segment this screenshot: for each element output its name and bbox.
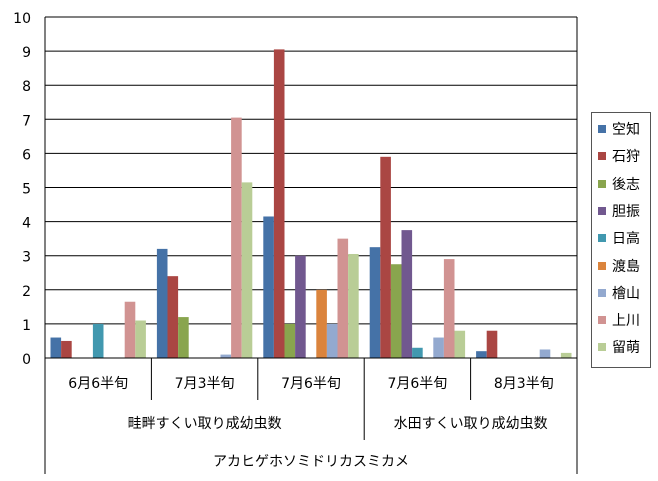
bars [50, 49, 572, 359]
bar [380, 156, 391, 358]
legend-swatch [598, 343, 606, 352]
bar [443, 259, 455, 358]
legend-item: 空知 [598, 119, 640, 139]
legend-swatch [598, 179, 606, 188]
legend-label: 留萌 [612, 340, 640, 357]
legend-label: 日高 [612, 231, 640, 248]
legend-swatch [598, 206, 606, 215]
bar [337, 238, 349, 358]
bar [295, 255, 306, 358]
bar [135, 320, 146, 358]
legend-item: 上川 [598, 310, 640, 330]
bar [401, 230, 413, 358]
bar [156, 248, 168, 358]
y-tick-label: 10 [13, 11, 31, 27]
y-tick-label: 8 [22, 79, 31, 95]
y-tick-label: 1 [22, 318, 31, 334]
bar [326, 323, 338, 358]
bar [167, 276, 179, 358]
legend-label: 渡島 [612, 258, 640, 275]
legend-swatch [598, 234, 606, 243]
legend-swatch [598, 316, 606, 325]
y-tick-label: 5 [22, 182, 31, 198]
x-tick-label: 6月6半旬 [68, 376, 128, 392]
group-label: 水田すくい取り成幼虫数 [394, 416, 548, 432]
legend-swatch [598, 288, 606, 297]
legend-swatch [598, 125, 606, 133]
y-tick-label: 2 [22, 284, 31, 300]
legend-label: 上川 [612, 313, 640, 330]
bar [61, 340, 72, 358]
legend-item: 石狩 [598, 146, 640, 166]
bar [220, 354, 232, 358]
legend-label: 檜山 [612, 285, 640, 302]
gridlines [45, 16, 577, 325]
bar [454, 330, 466, 358]
legend-item: 日高 [598, 228, 640, 248]
legend-item: 後志 [598, 174, 640, 194]
bar [390, 264, 402, 358]
x-tick-label: 7月3半旬 [175, 376, 235, 392]
y-axis-ticks: 0 1 2 3 4 5 6 7 8 9 10 [13, 11, 31, 368]
bar [348, 253, 359, 358]
bar [178, 317, 189, 358]
legend-item: 渡島 [598, 256, 640, 276]
bar [273, 49, 285, 359]
bar [476, 351, 487, 358]
bar [50, 337, 62, 358]
axes [44, 17, 578, 474]
x-axis-categories: 6月6半旬 7月3半旬 7月6半旬 7月6半旬 8月3半旬 [68, 376, 553, 392]
y-tick-label: 4 [22, 216, 31, 232]
legend-label: 石狩 [612, 149, 640, 166]
y-tick-label: 6 [22, 147, 31, 163]
legend-swatch [598, 152, 606, 161]
bar [316, 289, 327, 358]
y-tick-label: 7 [22, 113, 31, 129]
y-tick-label: 9 [22, 45, 31, 61]
bar [263, 216, 274, 358]
x-tick-label: 7月6半旬 [281, 376, 341, 392]
legend: 空知石狩後志胆振日高渡島檜山上川留萌 [591, 112, 651, 368]
legend-label: 胆振 [612, 203, 640, 220]
legend-item: 留萌 [598, 337, 640, 357]
bar [284, 323, 296, 358]
bar [539, 349, 551, 358]
legend-swatch [598, 261, 606, 270]
x-tick-label: 7月6半旬 [387, 376, 447, 392]
y-tick-label: 0 [22, 352, 31, 368]
x-tick-label: 8月3半旬 [494, 376, 554, 392]
bar [560, 352, 572, 358]
bar [124, 301, 136, 358]
bar [486, 330, 498, 358]
group-label: 畦畔すくい取り成幼虫数 [128, 416, 282, 432]
super-group-label: アカヒゲホソミドリカスミカメ [213, 454, 409, 470]
bar [231, 117, 242, 358]
bar [92, 323, 104, 358]
bar [433, 337, 444, 358]
legend-label: 空知 [612, 122, 640, 138]
bar [241, 182, 253, 358]
legend-label: 後志 [612, 176, 640, 193]
legend-item: 檜山 [598, 283, 640, 303]
bar [412, 347, 423, 358]
y-tick-label: 3 [22, 250, 31, 266]
bar [369, 247, 381, 358]
legend-item: 胆振 [598, 201, 640, 221]
